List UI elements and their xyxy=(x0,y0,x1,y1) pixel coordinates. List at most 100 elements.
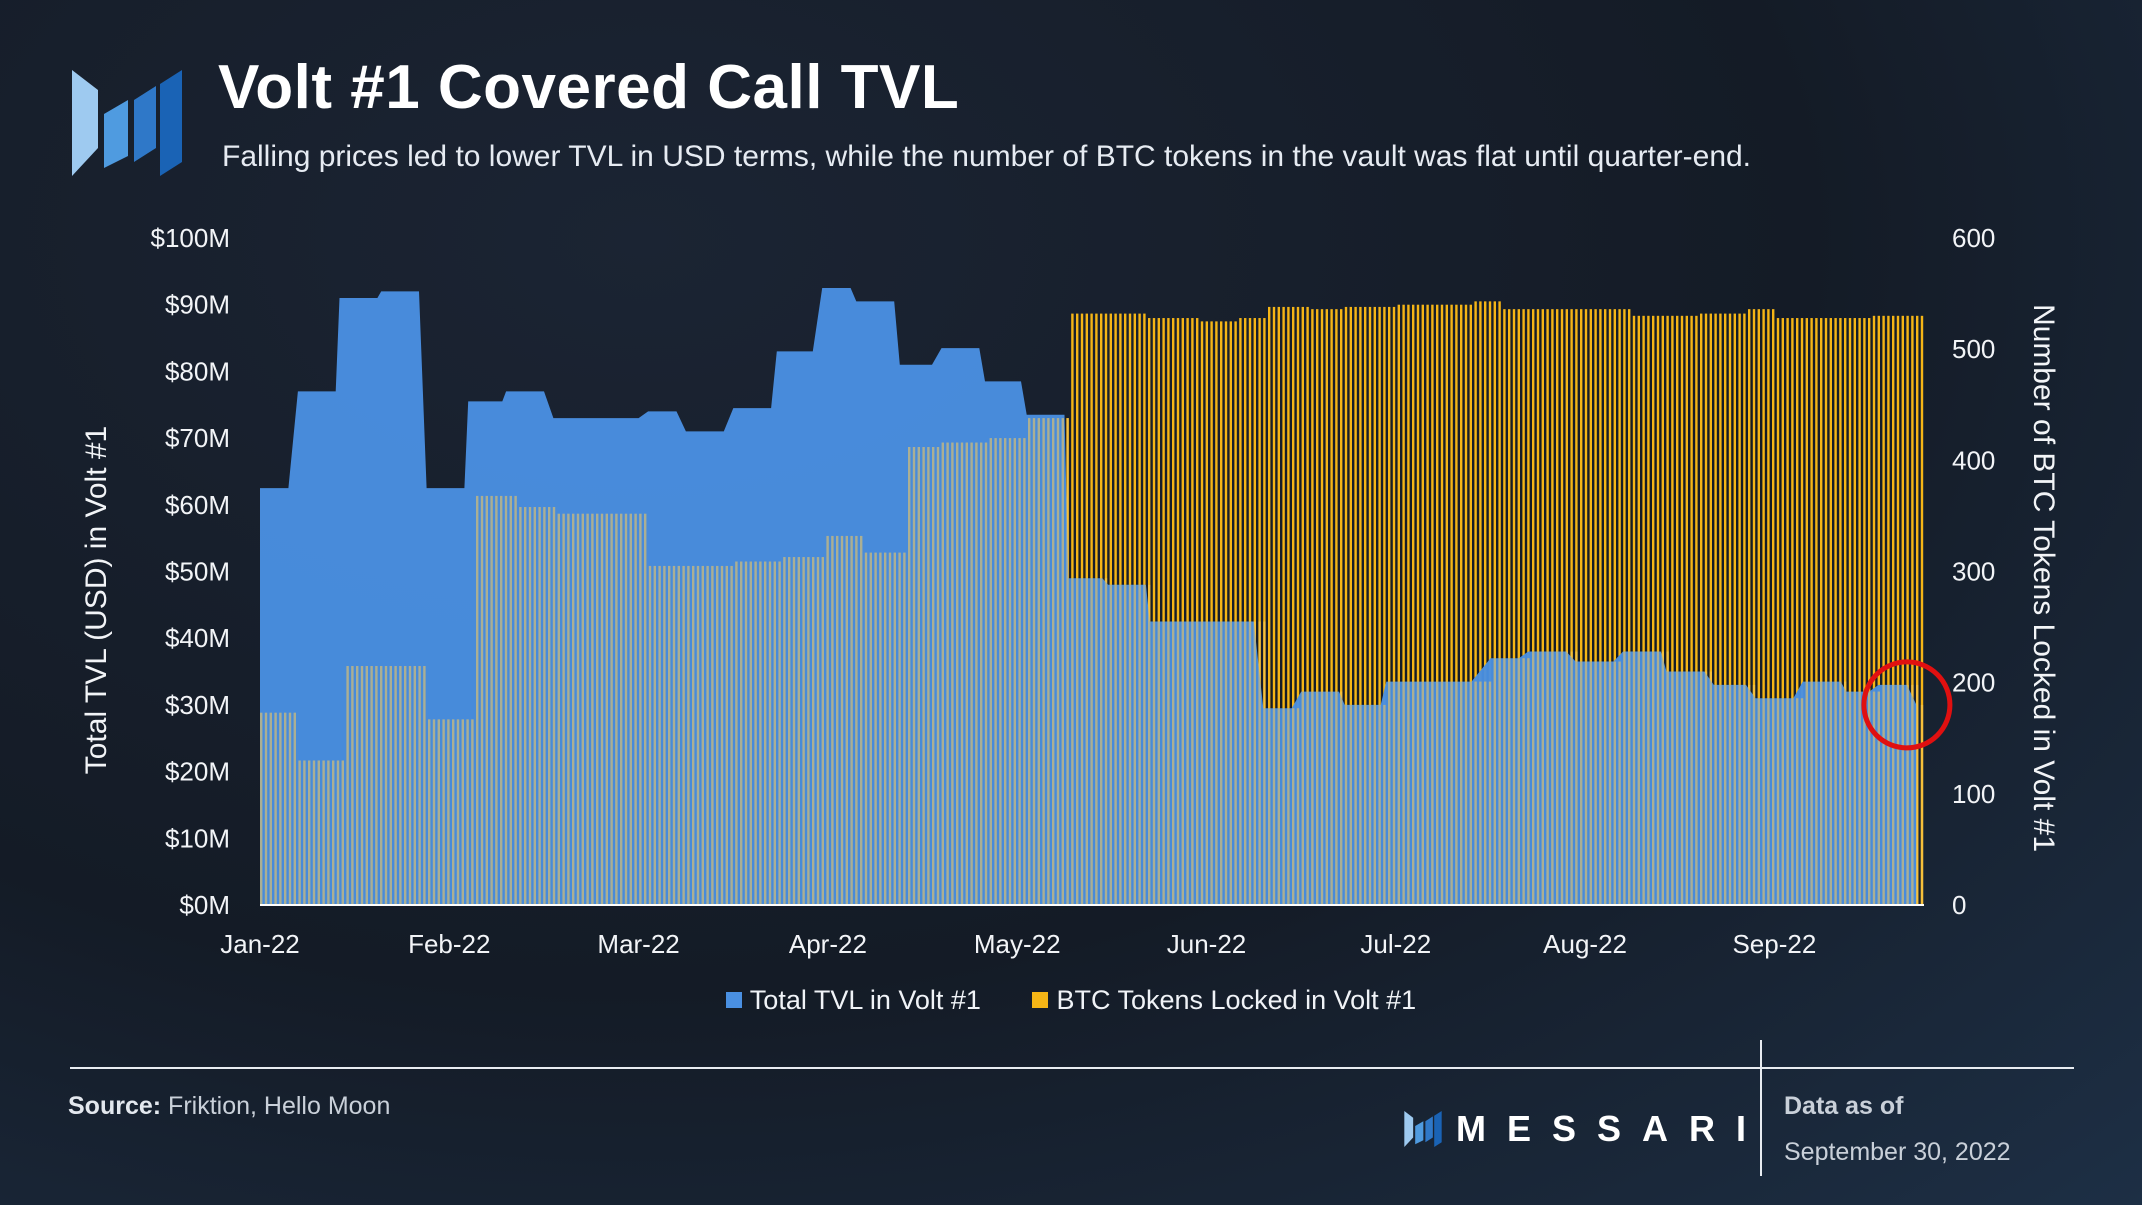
y-right-tick-label: 200 xyxy=(1952,668,1995,698)
btc-bar-overlap xyxy=(1493,658,1496,905)
btc-bar-overlap xyxy=(1584,661,1588,905)
btc-bar xyxy=(1728,313,1732,905)
btc-bar-overlap xyxy=(1220,621,1223,905)
btc-bar-overlap xyxy=(888,552,892,905)
btc-bar-overlap xyxy=(1056,418,1060,905)
btc-bar-overlap xyxy=(1522,658,1525,905)
btc-bar-overlap xyxy=(1776,698,1780,905)
footer-vertical-divider xyxy=(1760,1040,1762,1176)
btc-bar-overlap xyxy=(1397,681,1400,905)
btc-bar-overlap xyxy=(980,442,983,905)
btc-bar-overlap xyxy=(1805,681,1808,905)
btc-bar xyxy=(1604,309,1607,905)
btc-bar xyxy=(1719,313,1722,905)
btc-bar-overlap xyxy=(1748,684,1751,905)
btc-bar xyxy=(1556,309,1559,905)
btc-bar-overlap xyxy=(1560,651,1564,905)
btc-bar-overlap xyxy=(1052,418,1055,905)
source-note: Source: Friktion, Hello Moon xyxy=(68,1092,390,1121)
btc-bar-overlap xyxy=(1647,651,1650,905)
btc-bar-overlap xyxy=(1248,621,1252,905)
btc-bar xyxy=(1887,315,1890,906)
btc-bar-overlap xyxy=(1037,418,1040,905)
btc-bar-overlap xyxy=(1316,691,1319,905)
btc-bar xyxy=(1378,306,1381,905)
messari-logo-icon xyxy=(72,70,182,176)
btc-bar-overlap xyxy=(1685,671,1688,905)
chart: $0M $10M $20M $30M $40M $50M $60M $70M $80M $90M $… xyxy=(80,223,2060,959)
btc-bar xyxy=(1503,309,1506,905)
btc-bar-overlap xyxy=(591,513,594,905)
btc-bar xyxy=(1349,306,1352,905)
btc-bar-overlap xyxy=(1234,621,1237,905)
btc-bar-overlap xyxy=(1589,661,1592,905)
btc-bar-overlap xyxy=(557,513,560,905)
btc-bar-overlap xyxy=(912,446,916,905)
btc-bar-overlap xyxy=(1671,671,1674,905)
btc-bar-overlap xyxy=(1176,621,1180,905)
btc-bar-overlap xyxy=(303,760,306,905)
btc-bar xyxy=(1695,315,1698,906)
btc-bar-overlap xyxy=(821,557,824,905)
btc-bar xyxy=(1167,318,1170,905)
btc-bar-overlap xyxy=(1652,651,1655,905)
btc-bar-overlap xyxy=(1426,681,1429,905)
btc-bar xyxy=(1469,304,1472,905)
btc-bar-overlap xyxy=(1181,621,1184,905)
btc-bar-overlap xyxy=(749,561,752,905)
btc-bar-overlap xyxy=(1752,684,1756,905)
btc-bar-overlap xyxy=(644,513,647,905)
btc-bar-overlap xyxy=(648,565,652,905)
btc-bar-overlap xyxy=(1455,681,1458,905)
btc-bar xyxy=(1868,318,1871,905)
btc-bar-overlap xyxy=(1868,691,1871,905)
btc-bar-overlap xyxy=(260,712,263,905)
btc-bar-overlap xyxy=(1613,661,1616,905)
btc-bar-overlap xyxy=(399,665,402,905)
btc-bar-overlap xyxy=(605,513,608,905)
btc-bar-overlap xyxy=(1148,584,1151,905)
btc-bar-overlap xyxy=(1095,578,1098,905)
btc-bar-overlap xyxy=(1892,684,1895,905)
btc-bar-overlap xyxy=(567,513,570,905)
btc-bar-overlap xyxy=(754,561,757,905)
btc-bar-overlap xyxy=(869,552,872,905)
btc-bar-overlap xyxy=(1282,708,1285,905)
btc-bar xyxy=(1580,309,1583,905)
btc-bar-overlap xyxy=(1882,684,1885,905)
btc-bar-overlap xyxy=(1772,698,1775,905)
btc-bar-overlap xyxy=(1253,621,1256,905)
btc-bar-overlap xyxy=(1023,438,1026,905)
btc-bar xyxy=(1330,309,1333,905)
y-right-tick-label: 600 xyxy=(1952,223,1995,253)
btc-bar-overlap xyxy=(452,719,455,905)
btc-bar-overlap xyxy=(360,665,364,905)
btc-bar xyxy=(1532,309,1535,905)
btc-bar xyxy=(1277,306,1280,905)
legend-label-btc: BTC Tokens Locked in Volt #1 xyxy=(1056,984,1417,1015)
btc-bar xyxy=(1570,309,1573,905)
btc-bar-overlap xyxy=(1844,681,1847,905)
btc-bar xyxy=(1258,318,1261,905)
btc-bar xyxy=(1757,309,1760,905)
btc-bar xyxy=(1551,309,1554,905)
btc-bar-overlap xyxy=(989,438,992,905)
btc-bar xyxy=(1584,309,1588,905)
btc-bar-overlap xyxy=(356,665,359,905)
btc-bar xyxy=(1421,304,1424,905)
y-right-tick-label: 500 xyxy=(1952,334,1995,364)
y-left-tick-label: $0M xyxy=(179,890,230,920)
btc-bar xyxy=(1911,315,1914,906)
btc-bar-overlap xyxy=(1877,691,1880,905)
btc-bar-overlap xyxy=(1244,621,1247,905)
btc-bar-overlap xyxy=(1469,681,1472,905)
legend-label-tvl: Total TVL in Volt #1 xyxy=(749,984,981,1015)
btc-bar-overlap xyxy=(1292,708,1295,905)
btc-bar xyxy=(1301,306,1304,905)
btc-bar-overlap xyxy=(1632,651,1636,905)
btc-bar xyxy=(1877,315,1880,906)
btc-bar-overlap xyxy=(720,565,724,905)
btc-bar-overlap xyxy=(639,513,642,905)
btc-bar xyxy=(1628,309,1631,905)
btc-bar-overlap xyxy=(384,665,388,905)
